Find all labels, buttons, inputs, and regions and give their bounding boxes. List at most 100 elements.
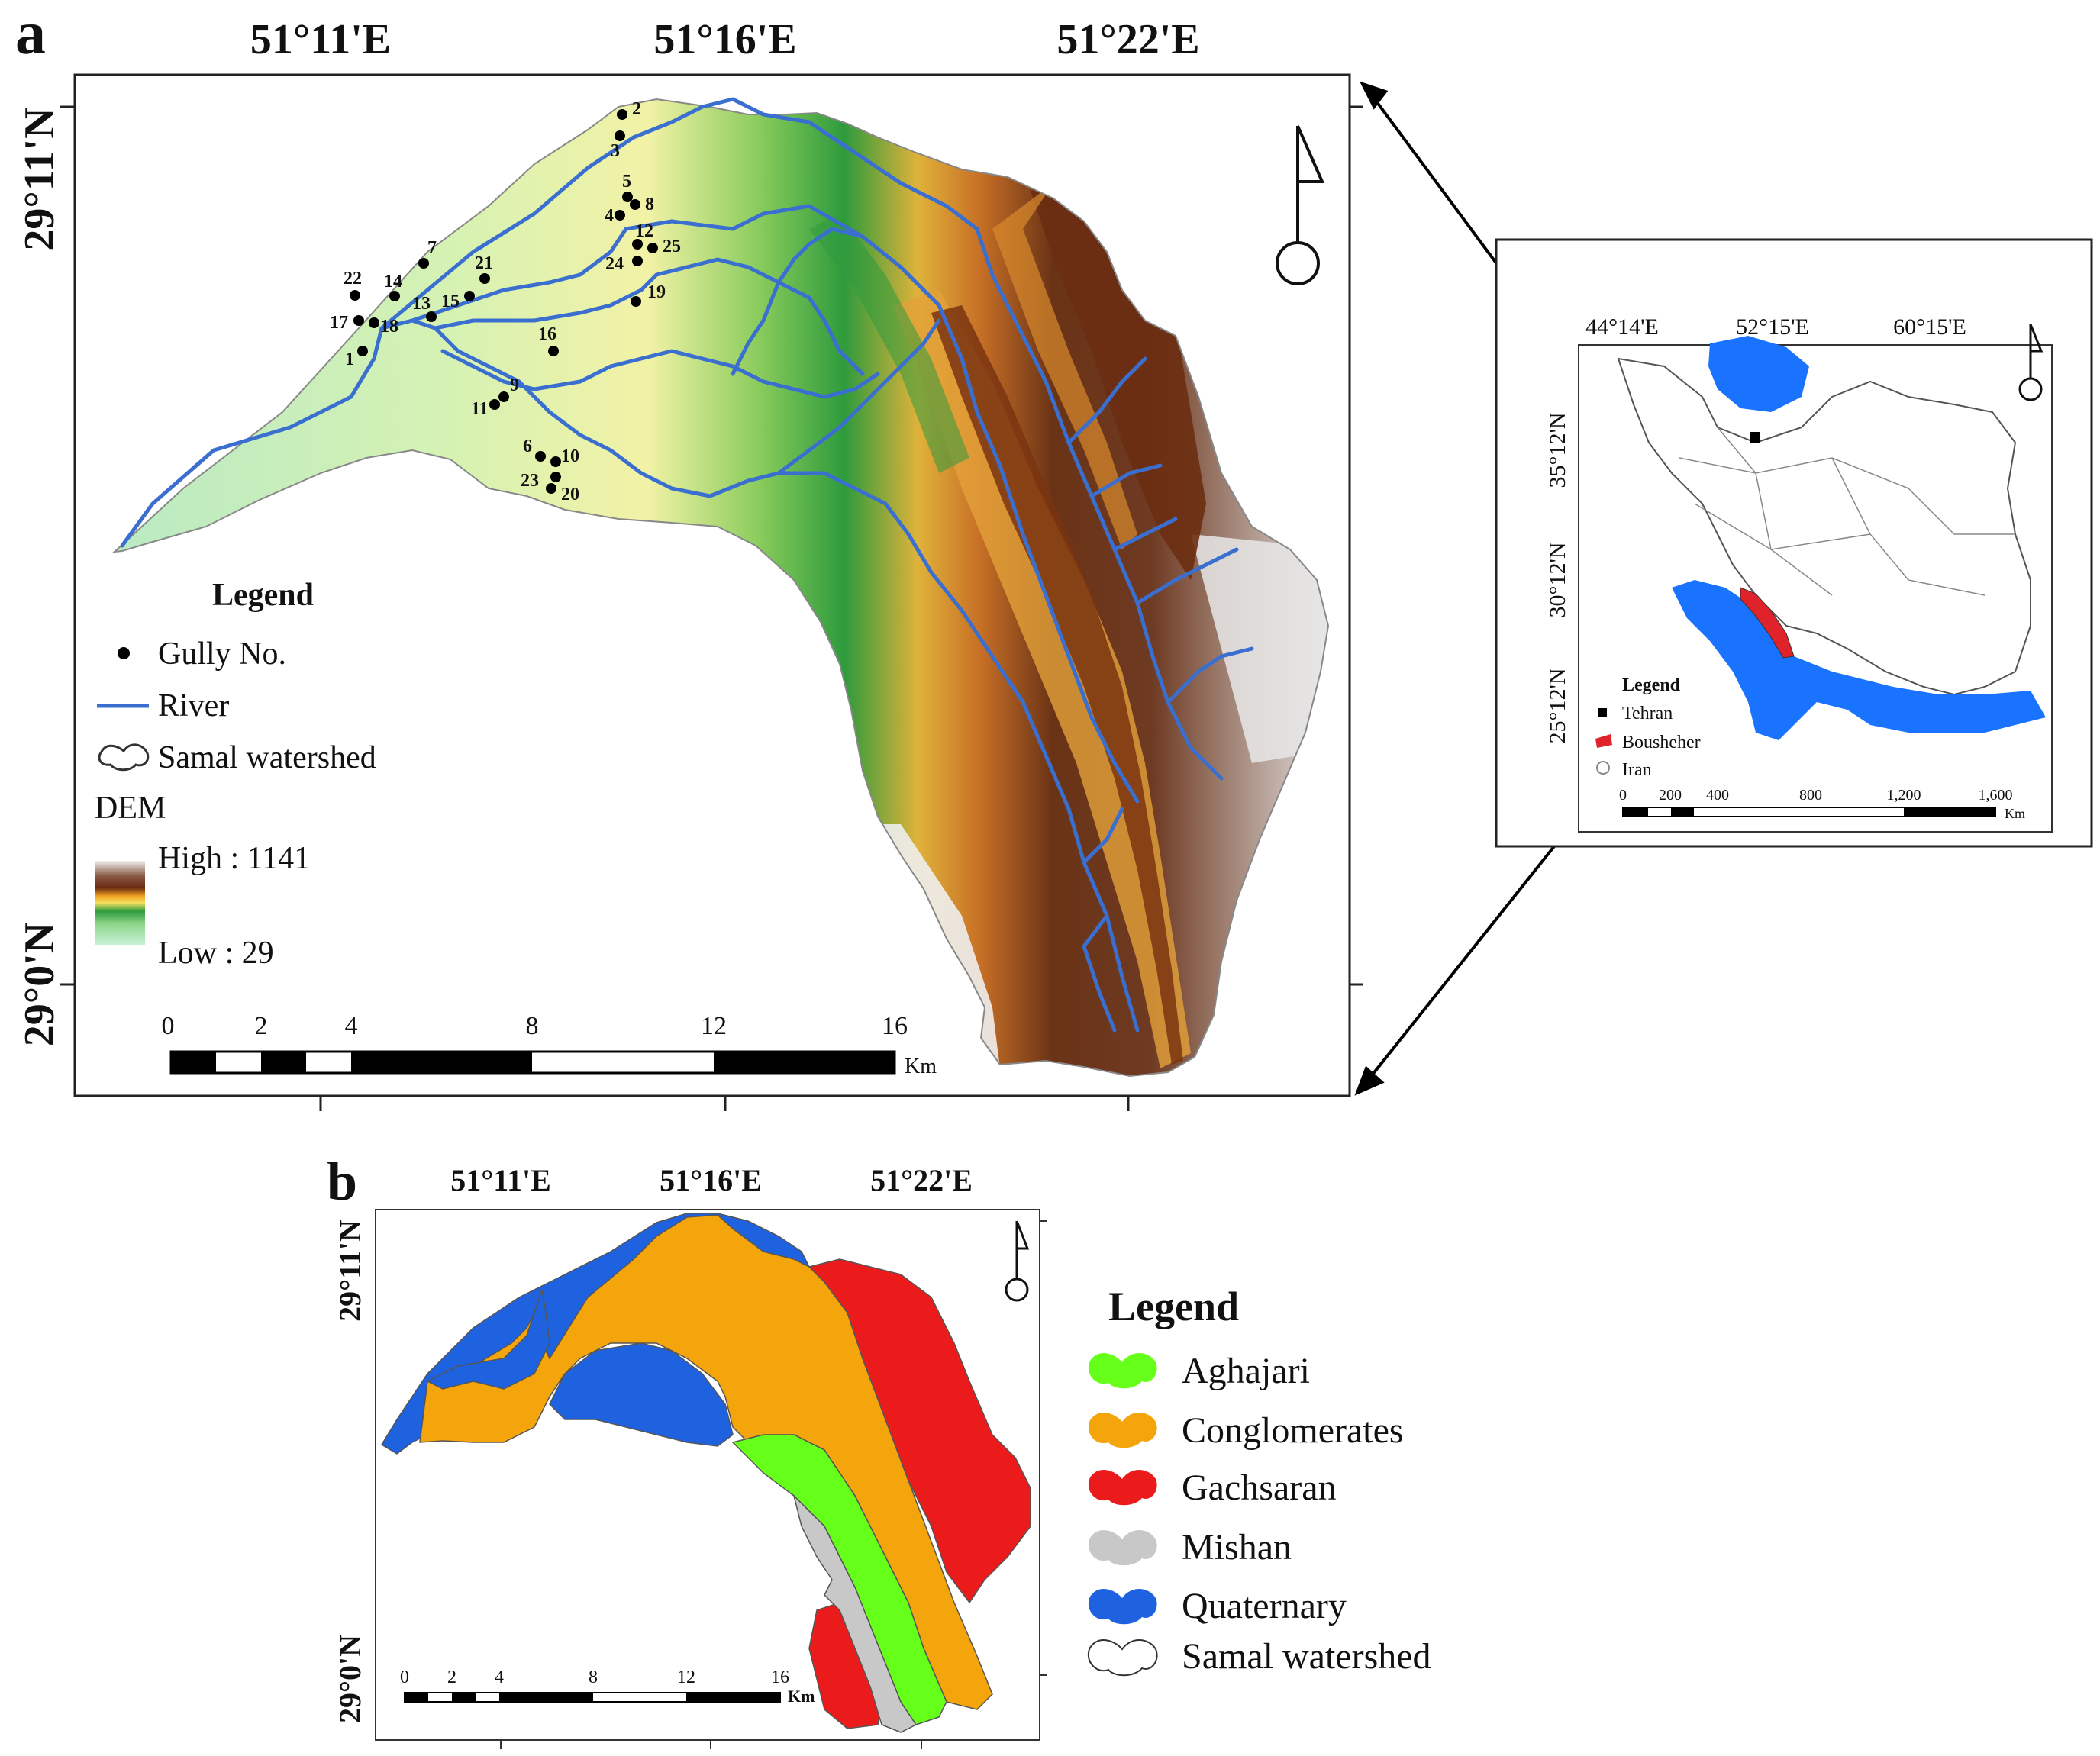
gully-label: 8 <box>645 195 654 214</box>
b-legend-gachsaran: Gachsaran <box>1182 1468 1337 1508</box>
conglomerates-swatch-icon <box>1088 1412 1157 1448</box>
b-scale-unit: Km <box>788 1687 815 1706</box>
inset-scale-unit: Km <box>2005 806 2025 821</box>
legend-title: Legend <box>212 578 314 613</box>
gully-label: 4 <box>605 206 614 226</box>
panel-b-label: b <box>327 1151 357 1212</box>
legend-dem-low: Low : 29 <box>158 936 274 971</box>
inset-legend-bousheher: Bousheher <box>1622 733 1701 752</box>
panel-b-legend: Legend Aghajari Conglomerates Gachsaran … <box>1088 1284 1431 1677</box>
legend-gully-label: Gully No. <box>158 636 286 672</box>
inset-lon-label: 60°15'E <box>1893 314 1966 340</box>
inset-scale-tick: 200 <box>1659 787 1682 804</box>
gully-label: 25 <box>663 237 681 256</box>
panel-b-north-arrow-icon <box>1005 1220 1030 1302</box>
gully-point-icon <box>118 647 130 659</box>
panel-a-lat-label: 29°11'N <box>16 108 63 250</box>
gully-label: 9 <box>510 375 519 395</box>
gully-label: 24 <box>605 254 624 274</box>
iran-provinces <box>1679 427 2015 596</box>
gully-label: 23 <box>521 471 539 491</box>
gully-label: 14 <box>384 272 402 292</box>
scale-tick: 8 <box>526 1012 539 1040</box>
gully-label: 12 <box>635 221 653 241</box>
b-scale-tick: 4 <box>495 1667 504 1687</box>
scale-tick: 4 <box>345 1012 358 1040</box>
scale-tick: 0 <box>162 1012 175 1040</box>
panel-a-legend: Legend Gully No. River Samal watershed D… <box>95 578 376 971</box>
panel-a-frame-ticks <box>60 105 1363 1111</box>
inset-scale-bar: 0 200 400 800 1,200 1,600 Km <box>1619 787 2025 821</box>
persian-gulf <box>1672 580 2046 740</box>
gully-label: 3 <box>611 141 620 161</box>
panel-a: a 51°11'E 51°16'E 51°22'E 29°11'N 29°0'N <box>15 0 1363 1111</box>
panel-a-lat-label: 29°0'N <box>16 923 63 1046</box>
legend-river-label: River <box>158 688 229 723</box>
watershed-outline-icon <box>98 743 150 772</box>
b-legend-mishan: Mishan <box>1182 1527 1292 1568</box>
b-scale-tick: 2 <box>447 1667 456 1687</box>
b-scale-tick: 0 <box>400 1667 409 1687</box>
iran-legend-icon <box>1596 761 1610 775</box>
scale-tick: 2 <box>255 1012 268 1040</box>
inset-legend-tehran: Tehran <box>1622 704 1673 723</box>
gully-label: 5 <box>622 172 631 192</box>
panel-b-lat-label: 29°0'N <box>333 1635 367 1723</box>
bousheher-province <box>1740 587 1795 659</box>
samal-watershed-outline <box>112 98 1330 1078</box>
inset-scale-tick: 1,200 <box>1887 787 1921 804</box>
gully-labels: 1 2 3 4 5 6 7 8 9 10 11 12 13 14 15 16 1… <box>330 99 681 504</box>
gully-label: 19 <box>647 282 666 302</box>
inset-scale-tick: 1,600 <box>1979 787 2013 804</box>
geology-map <box>380 1213 1031 1733</box>
gully-label: 6 <box>523 437 532 456</box>
tehran-legend-icon <box>1598 708 1607 717</box>
panel-b: b 51°11'E 51°16'E 51°22'E 29°11'N 29°0'N <box>327 1151 1431 1749</box>
inset-lat-label: 35°12'N <box>1545 412 1570 488</box>
gully-label: 21 <box>475 253 493 273</box>
gully-points <box>350 109 658 494</box>
gully-label: 15 <box>441 292 460 311</box>
geology-conglomerates <box>419 1214 993 1710</box>
gully-label: 16 <box>538 324 556 344</box>
gully-label: 18 <box>380 317 398 337</box>
b-scale-tick: 12 <box>677 1667 695 1687</box>
panel-a-lon-label: 51°11'E <box>250 16 391 63</box>
bousheher-legend-icon <box>1595 734 1612 748</box>
b-legend-aghajari: Aghajari <box>1182 1351 1310 1391</box>
inset-lon-label: 44°14'E <box>1585 314 1659 340</box>
panel-b-lon-label: 51°22'E <box>870 1163 973 1197</box>
iran-outline <box>1617 357 2031 696</box>
panel-a-label: a <box>15 0 46 67</box>
dem-color-ramp <box>95 861 145 945</box>
b-scale-tick: 16 <box>771 1667 789 1687</box>
aghajari-swatch-icon <box>1088 1352 1157 1389</box>
geology-gachsaran <box>808 1258 1031 1604</box>
iran-inset-map: 44°14'E 52°15'E 60°15'E 35°12'N 30°12'N … <box>1495 238 2093 848</box>
panel-a-lon-label: 51°22'E <box>1056 16 1199 63</box>
inset-scale-tick: 0 <box>1619 787 1627 804</box>
inset-scale-tick: 800 <box>1799 787 1822 804</box>
gully-label: 2 <box>632 99 641 119</box>
scale-tick: 12 <box>701 1012 727 1040</box>
river-network <box>120 97 1254 1033</box>
inset-north-arrow-icon <box>2018 324 2044 401</box>
gully-label: 7 <box>427 238 437 258</box>
legend-dem-title: DEM <box>95 791 166 826</box>
gully-label: 20 <box>561 485 579 504</box>
panel-b-scale-bar: 0 2 4 8 12 16 Km <box>400 1667 815 1706</box>
b-legend-title: Legend <box>1108 1284 1239 1329</box>
gully-label: 13 <box>412 294 431 314</box>
gully-label: 11 <box>471 399 489 419</box>
b-scale-tick: 8 <box>589 1667 598 1687</box>
inset-legend: Legend Tehran Bousheher Iran <box>1595 675 1701 780</box>
gully-label: 1 <box>345 350 354 369</box>
gully-label: 10 <box>561 446 579 466</box>
quaternary-swatch-icon <box>1088 1588 1157 1625</box>
inset-legend-iran: Iran <box>1622 760 1652 780</box>
panel-b-lat-label: 29°11'N <box>333 1220 367 1322</box>
scale-unit: Km <box>905 1055 937 1078</box>
gachsaran-swatch-icon <box>1088 1469 1157 1506</box>
panel-a-scale-bar: 0 2 4 8 12 16 Km <box>162 1012 937 1078</box>
